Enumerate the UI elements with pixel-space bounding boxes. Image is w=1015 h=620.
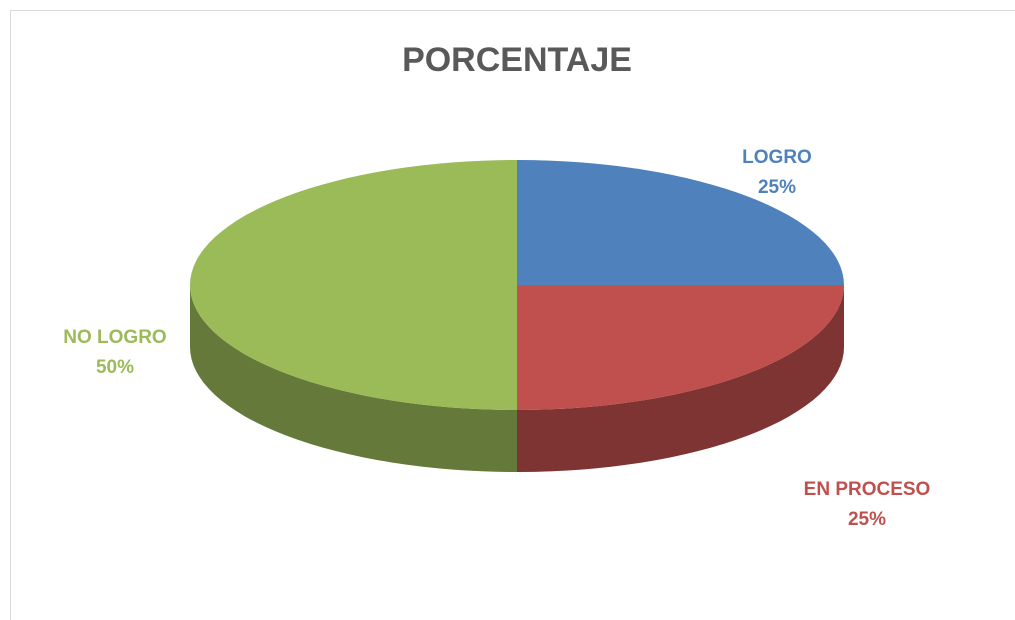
slice-label: LOGRO [742,147,812,168]
slice [517,160,844,285]
slice-value-label: 25% [758,177,796,198]
slice-value-label: 50% [96,357,134,378]
slice-top [517,285,844,410]
slice [190,160,517,472]
slice [517,285,844,472]
slice-side [190,285,517,472]
slice-value-label: 25% [848,509,886,530]
slice-side-shade [517,285,844,472]
slice-top [517,160,844,285]
slice-top [190,160,517,410]
chart-title: PORCENTAJE [402,41,632,79]
slice-label: EN PROCESO [804,479,931,500]
slice-side-shade [190,285,517,472]
slice-side [517,285,844,472]
slice-label: NO LOGRO [63,327,166,348]
chart-border [10,10,1015,620]
